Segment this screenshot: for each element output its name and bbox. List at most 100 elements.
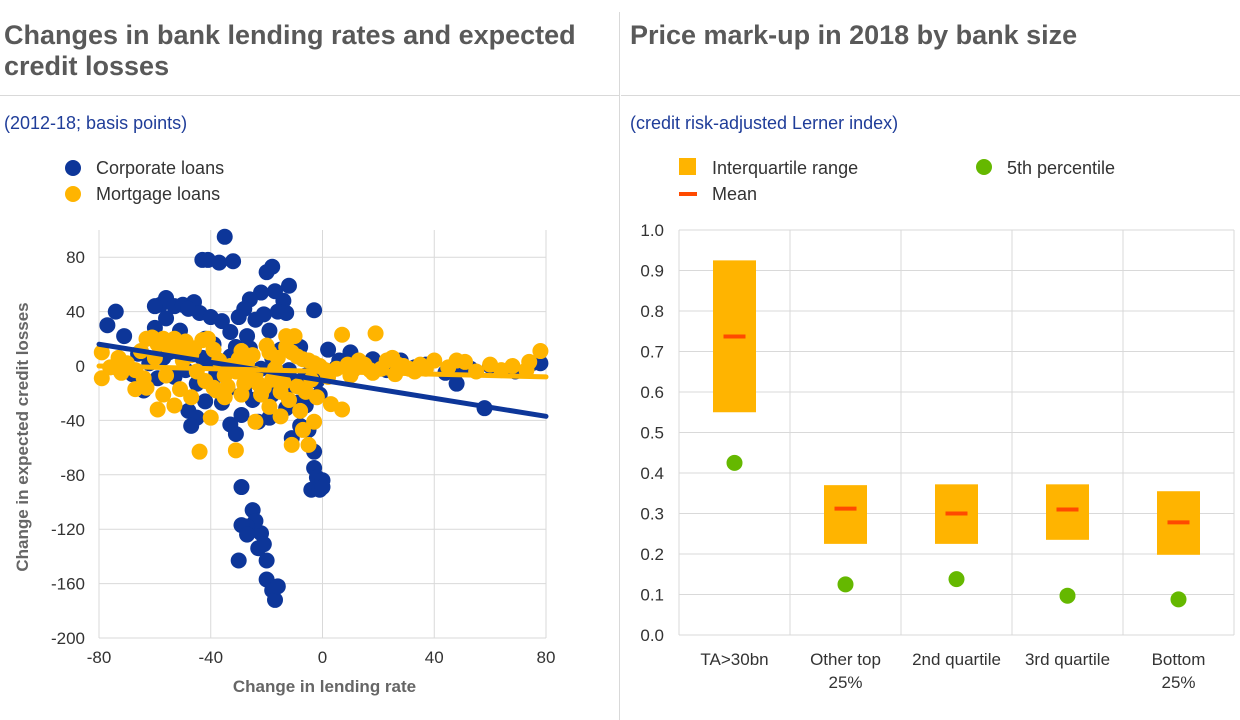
scatter-point	[258, 264, 275, 281]
scatter-point	[227, 426, 244, 442]
y-tick-label: -160	[51, 575, 85, 594]
y-axis-label: Change in expected credit losses	[13, 302, 32, 571]
y-tick-label: -200	[51, 629, 85, 648]
y-tick-label: 0.5	[640, 424, 664, 443]
scatter-point	[158, 310, 175, 327]
scatter-point	[258, 552, 275, 569]
y-tick-label: 80	[66, 248, 85, 267]
right-title-rule	[621, 95, 1240, 96]
scatter-point	[230, 351, 247, 368]
y-tick-label: 1.0	[640, 221, 664, 240]
scatter-point	[183, 389, 200, 406]
scatter-point	[280, 277, 297, 294]
legend-label: Corporate loans	[96, 158, 224, 178]
scatter-point	[448, 375, 465, 392]
scatter-point	[334, 326, 351, 343]
scatter-point	[255, 536, 272, 553]
scatter-point	[239, 328, 256, 345]
scatter-point	[93, 370, 110, 387]
scatter-point	[99, 317, 116, 334]
x-axis-label: Change in lending rate	[233, 677, 416, 696]
scatter-point	[286, 328, 303, 345]
legend-marker	[65, 160, 81, 176]
right-chart-subtitle: (credit risk-adjusted Lerner index)	[630, 113, 899, 133]
p5-point	[726, 454, 743, 471]
box-chart: 0.0 0.1 0.2 0.3 0.4 0.5 0.6 0.7 0.8 0.9 1.0 TA>30bn…	[640, 158, 1235, 692]
y-tick-label: 40	[66, 303, 85, 322]
category-label: Other top	[810, 650, 881, 669]
scatter-point	[300, 436, 317, 453]
scatter-point	[306, 413, 323, 430]
scatter-point	[269, 349, 286, 366]
legend-p5-swatch	[976, 159, 992, 175]
scatter-point	[155, 386, 172, 403]
scatter-point	[426, 352, 443, 369]
y-tick-label: 0.8	[640, 302, 664, 321]
p5-point	[1059, 587, 1076, 604]
scatter-point	[219, 378, 236, 395]
p5-point	[837, 576, 854, 593]
legend-iqr-label: Interquartile range	[712, 158, 858, 178]
y-tick-label: -40	[60, 411, 85, 430]
scatter-point	[278, 304, 295, 321]
scatter-point	[135, 370, 152, 387]
scatter-point	[294, 421, 311, 438]
scatter-chart: -80 -40 0 40 80 80 40 0 -40 -80 -120 -160 -200 Change…	[13, 158, 555, 696]
category-label: 25%	[1161, 673, 1195, 692]
legend-label: Mortgage loans	[96, 184, 220, 204]
mortgage-trend-line	[96, 363, 549, 380]
scatter-point	[239, 526, 256, 543]
x-tick-label: 40	[425, 648, 444, 667]
y-tick-label: -120	[51, 520, 85, 539]
scatter-point	[367, 325, 384, 342]
scatter-point	[158, 367, 175, 384]
legend-mean-label: Mean	[712, 184, 757, 204]
scatter-point	[213, 313, 230, 330]
left-chart-title: Changes in bank lending rates and expect…	[4, 20, 576, 81]
scatter-point	[172, 381, 189, 398]
scatter-point	[244, 347, 261, 364]
p5-point	[1170, 591, 1187, 608]
scatter-point	[211, 254, 228, 271]
scatter-point	[233, 406, 250, 423]
scatter-point	[197, 372, 214, 389]
corporate-loans-points	[99, 228, 549, 608]
y-tick-label: 0.6	[640, 383, 664, 402]
legend-p5-label: 5th percentile	[1007, 158, 1115, 178]
scatter-point	[247, 413, 264, 430]
scatter-point	[185, 340, 202, 357]
x-tick-label: 0	[318, 648, 327, 667]
y-tick-label: 0.2	[640, 545, 664, 564]
y-tick-label: 0.7	[640, 343, 664, 362]
iqr-box	[1046, 484, 1089, 540]
scatter-point	[230, 309, 247, 326]
scatter-point	[275, 374, 292, 391]
category-label: 3rd quartile	[1025, 650, 1110, 669]
right-panel: Price mark-up in 2018 by bank size (cred…	[621, 0, 1240, 720]
left-chart-subtitle: (2012-18; basis points)	[4, 113, 188, 133]
legend-marker	[65, 186, 81, 202]
scatter-point	[191, 443, 208, 460]
scatter-point	[107, 303, 124, 320]
y-tick-label: 0.1	[640, 586, 664, 605]
x-tick-label: -40	[198, 648, 223, 667]
y-tick-label: 0.0	[640, 626, 664, 645]
scatter-point	[216, 228, 233, 245]
x-tick-label: -80	[87, 648, 112, 667]
scatter-point	[116, 328, 133, 345]
category-label: TA>30bn	[700, 650, 768, 669]
scatter-point	[197, 393, 214, 410]
scatter-point	[166, 397, 183, 414]
scatter-point	[289, 378, 306, 395]
category-label: Bottom	[1152, 650, 1206, 669]
y-tick-label: 0	[76, 357, 85, 376]
y-tick-label: 0.4	[640, 464, 664, 483]
scatter-point	[202, 409, 219, 426]
category-label: 2nd quartile	[912, 650, 1001, 669]
y-tick-label: -80	[60, 466, 85, 485]
iqr-box	[824, 485, 867, 544]
scatter-point	[521, 353, 538, 370]
scatter-point	[320, 341, 337, 358]
scatter-point	[456, 353, 473, 370]
left-panel: Changes in bank lending rates and expect…	[0, 0, 619, 720]
